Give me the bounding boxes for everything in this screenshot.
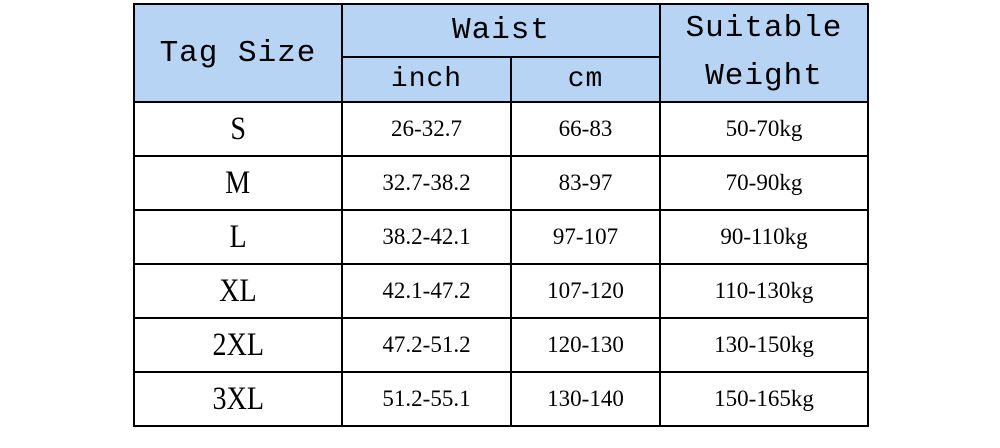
value-cell: 66-83 bbox=[510, 101, 661, 157]
header-cell: Suitable Weight bbox=[659, 3, 869, 103]
size-label: 2XL bbox=[212, 326, 264, 363]
header-cell: Tag Size bbox=[133, 3, 343, 103]
size-cell: S bbox=[133, 101, 343, 157]
table-row: M 32.7-38.2 83-97 70-90kg bbox=[133, 155, 869, 211]
size-label: XL bbox=[219, 272, 257, 309]
value-cell: 47.2-51.2 bbox=[341, 317, 512, 373]
size-cell: L bbox=[133, 209, 343, 265]
value-cell: 26-32.7 bbox=[341, 101, 512, 157]
value-cell: 70-90kg bbox=[659, 155, 869, 211]
size-label: M bbox=[225, 164, 251, 201]
value-cell: 38.2-42.1 bbox=[341, 209, 512, 265]
size-label: L bbox=[229, 218, 247, 255]
header-cell: cm bbox=[510, 56, 661, 103]
value-cell: 107-120 bbox=[510, 263, 661, 319]
value-cell: 110-130kg bbox=[659, 263, 869, 319]
value-cell: 51.2-55.1 bbox=[341, 371, 512, 427]
header-cell: Waist bbox=[341, 3, 661, 58]
size-cell: 2XL bbox=[133, 317, 343, 373]
value-cell: 120-130 bbox=[510, 317, 661, 373]
size-cell: XL bbox=[133, 263, 343, 319]
table-row: S 26-32.7 66-83 50-70kg bbox=[133, 101, 869, 157]
size-cell: M bbox=[133, 155, 343, 211]
value-cell: 130-150kg bbox=[659, 317, 869, 373]
header-cell: inch bbox=[341, 56, 512, 103]
size-table: Tag Size Waist Suitable Weight inch cm S… bbox=[133, 3, 869, 427]
value-cell: 97-107 bbox=[510, 209, 661, 265]
table-header: Tag Size Waist Suitable Weight inch cm bbox=[133, 3, 869, 103]
table-row: 2XL 47.2-51.2 120-130 130-150kg bbox=[133, 317, 869, 373]
table-row: L 38.2-42.1 97-107 90-110kg bbox=[133, 209, 869, 265]
table-row: 3XL 51.2-55.1 130-140 150-165kg bbox=[133, 371, 869, 427]
value-cell: 32.7-38.2 bbox=[341, 155, 512, 211]
size-label: 3XL bbox=[212, 380, 264, 417]
table-row: XL 42.1-47.2 107-120 110-130kg bbox=[133, 263, 869, 319]
value-cell: 50-70kg bbox=[659, 101, 869, 157]
size-cell: 3XL bbox=[133, 371, 343, 427]
table-body: S 26-32.7 66-83 50-70kg M 32.7-38.2 83-97 70-90… bbox=[133, 101, 869, 427]
value-cell: 90-110kg bbox=[659, 209, 869, 265]
value-cell: 83-97 bbox=[510, 155, 661, 211]
value-cell: 42.1-47.2 bbox=[341, 263, 512, 319]
value-cell: 150-165kg bbox=[659, 371, 869, 427]
value-cell: 130-140 bbox=[510, 371, 661, 427]
size-label: S bbox=[230, 110, 246, 147]
